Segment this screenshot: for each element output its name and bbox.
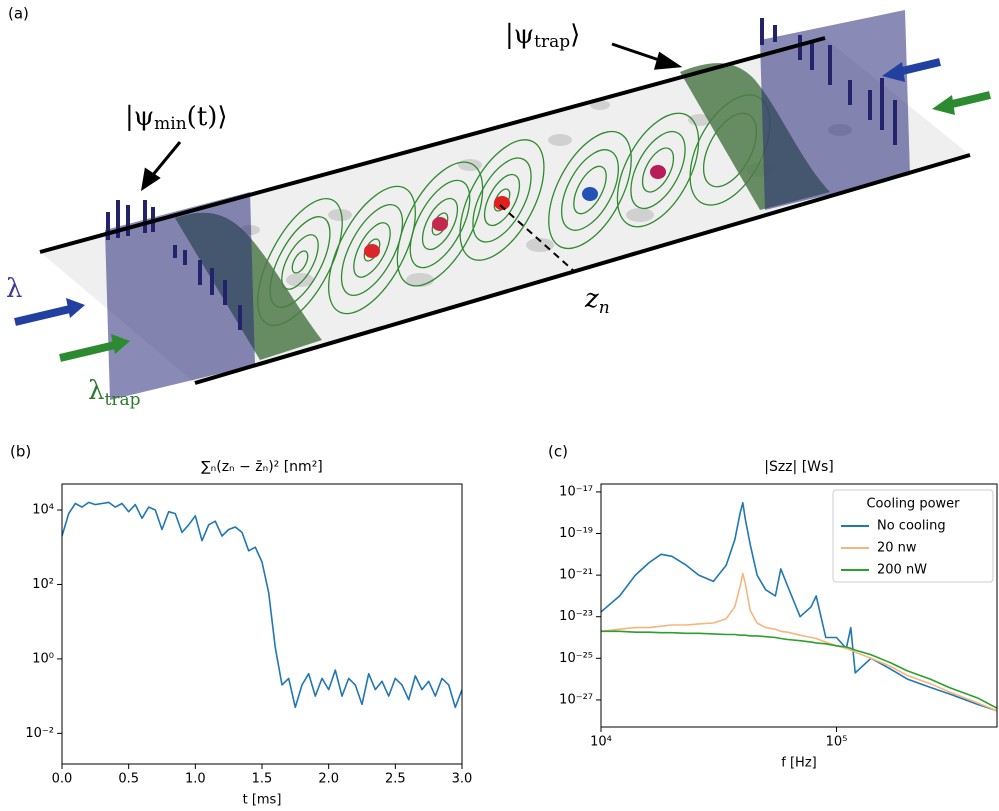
data-line [601, 630, 997, 709]
y-tick-label: 10⁰ [32, 651, 54, 666]
beam-arrows [14, 58, 991, 362]
chart-title: ∑ₙ(zₙ − z̄ₙ)² [nm²] [201, 459, 323, 475]
x-axis-label: f [Hz] [781, 756, 816, 771]
y-tick-label: 10⁴ [32, 503, 54, 518]
panel-label: (b) [10, 443, 31, 461]
pointer-arrows [140, 42, 683, 192]
histogram-left [105, 192, 255, 400]
psi-trap: |ψtrap⟩ [505, 20, 580, 52]
histogram-right [760, 10, 910, 210]
legend-label: 200 nW [877, 563, 927, 578]
bars-right [760, 18, 897, 145]
x-tick-label: 1.5 [252, 772, 273, 787]
z-n: zn [584, 284, 610, 318]
x-tick-label: 2.0 [318, 772, 339, 787]
axes-frame [61, 483, 463, 765]
panel-label: (c) [548, 443, 568, 461]
y-tick-label: 10⁻²³ [559, 609, 593, 624]
plate-edge [39, 36, 826, 254]
z-marker [499, 204, 576, 273]
x-tick-label: 2.5 [385, 772, 406, 787]
x-tick-label: 0.0 [52, 772, 73, 787]
y-tick-label: 10⁻²⁷ [559, 692, 593, 707]
contours [257, 94, 771, 327]
data-line [601, 572, 997, 712]
x-tick-label: 0.5 [118, 772, 139, 787]
y-tick-label: 10⁻¹⁹ [559, 526, 593, 541]
x-axis-label: t [ms] [243, 793, 282, 808]
panel-a: (a) [6, 5, 991, 410]
plate-edge [194, 153, 971, 385]
y-tick-label: 10² [32, 577, 54, 592]
x-tick-label: 10⁵ [826, 735, 848, 750]
panel-label: (a) [8, 5, 29, 23]
x-tick-label: 3.0 [452, 772, 473, 787]
y-tick-label: 10⁻² [25, 726, 54, 741]
legend-label: 20 nw [877, 541, 917, 556]
psi-min: |ψmin(t)⟩ [125, 102, 228, 134]
chart-title: |Szz| [Ws] [764, 459, 834, 475]
legend-label: No cooling [877, 519, 946, 534]
legend-title: Cooling power [866, 497, 960, 512]
particles [364, 165, 666, 258]
y-tick-label: 10⁻²⁵ [559, 651, 593, 666]
axes-frame [600, 483, 998, 728]
lambda: λ [6, 274, 22, 304]
lambda-trap: λtrap [88, 376, 141, 410]
y-tick-label: 10⁻²¹ [559, 568, 593, 583]
legend-box [832, 489, 994, 583]
x-tick-label: 1.0 [185, 772, 206, 787]
x-tick-label: 10⁴ [590, 735, 612, 750]
data-line [62, 501, 462, 709]
y-tick-label: 10⁻¹⁷ [559, 484, 593, 499]
